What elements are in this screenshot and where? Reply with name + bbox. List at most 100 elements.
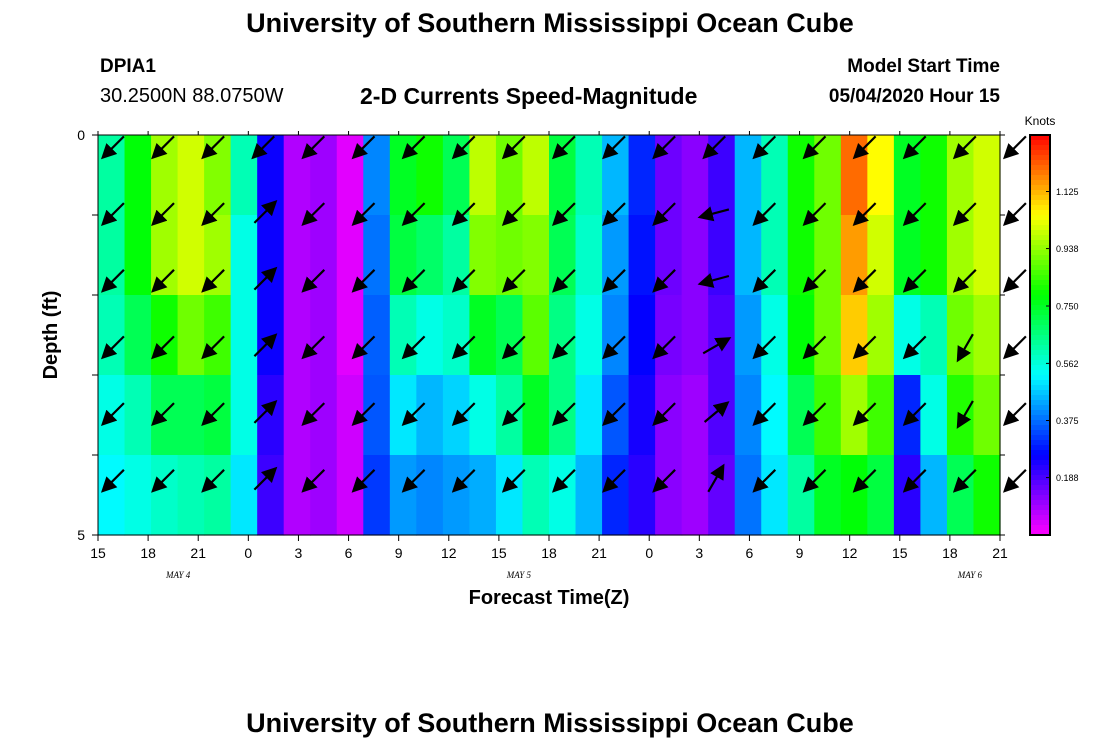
- current-vector-arrow: [451, 469, 476, 493]
- heatmap-cell: [522, 455, 550, 536]
- colorbar-tick-label: 0.750: [1056, 301, 1079, 311]
- heatmap-cell: [628, 215, 656, 296]
- heatmap-cell: [442, 455, 471, 536]
- heatmap-cell: [893, 215, 922, 296]
- heatmap-cell: [893, 295, 922, 376]
- current-vector-arrow: [301, 335, 326, 360]
- heatmap-cell: [867, 295, 895, 376]
- colorbar-segment: [1030, 315, 1050, 321]
- heatmap-cell: [575, 215, 603, 296]
- x-tick-label: 0: [244, 545, 252, 561]
- current-vector-arrow: [952, 202, 977, 227]
- x-tick-label: 21: [591, 545, 607, 561]
- heatmap-cell: [814, 375, 842, 456]
- colorbar-segment: [1030, 370, 1050, 376]
- heatmap-cell: [310, 215, 338, 296]
- heatmap-cell: [204, 135, 232, 216]
- x-tick-label: 15: [90, 545, 106, 561]
- x-tick-label: 15: [892, 545, 908, 561]
- current-vector-arrow: [902, 202, 927, 227]
- current-vector-arrow: [351, 202, 376, 227]
- current-vector-arrow: [401, 469, 426, 493]
- current-vector-arrow: [351, 135, 376, 160]
- colorbar-segment: [1030, 195, 1050, 201]
- heatmap-cell: [363, 375, 391, 456]
- colorbar-segment: [1030, 220, 1050, 226]
- heatmap-cell: [363, 215, 391, 296]
- colorbar-segment: [1030, 360, 1050, 366]
- colorbar-segment: [1030, 230, 1050, 236]
- colorbar-segment: [1030, 280, 1050, 286]
- current-vector-arrow: [301, 269, 326, 293]
- heatmap-cell: [469, 375, 497, 456]
- current-vector-arrow: [501, 135, 526, 160]
- heatmap-cell: [389, 215, 417, 296]
- colorbar-segment: [1030, 275, 1050, 281]
- colorbar-segment: [1030, 355, 1050, 361]
- colorbar-segment: [1030, 290, 1050, 296]
- current-vector-arrow: [551, 402, 576, 427]
- colorbar-segment: [1030, 490, 1050, 496]
- colorbar-segment: [1030, 310, 1050, 316]
- colorbar-segment: [1030, 530, 1050, 536]
- colorbar-segment: [1030, 415, 1050, 421]
- heatmap-cell: [708, 135, 736, 216]
- current-vector-arrow: [802, 469, 827, 493]
- colorbar-segment: [1030, 400, 1050, 406]
- current-vector-arrow: [551, 469, 576, 493]
- heatmap-cell: [230, 215, 258, 296]
- current-vector-arrow: [852, 135, 877, 160]
- current-vector-arrow: [551, 135, 576, 160]
- heatmap-cell: [177, 295, 205, 376]
- current-vector-arrow: [201, 269, 225, 293]
- colorbar-segment: [1030, 385, 1050, 391]
- heatmap-cell: [840, 295, 868, 376]
- current-vector-arrow: [451, 202, 476, 227]
- heatmap-cell: [151, 215, 179, 296]
- colorbar-segment: [1030, 265, 1050, 271]
- current-vector-arrow: [752, 202, 777, 227]
- current-vector-arrow: [852, 335, 877, 360]
- date-label: MAY 4: [165, 570, 191, 580]
- current-vector-arrow: [602, 135, 626, 160]
- heatmap-cell: [469, 295, 497, 376]
- heatmap-cell: [814, 135, 842, 216]
- current-vector-arrow: [301, 469, 326, 493]
- heatmap-cell: [230, 295, 258, 376]
- heatmap-cell: [602, 215, 630, 296]
- heatmap-cell: [734, 375, 762, 456]
- heatmap-cell: [655, 375, 683, 456]
- heatmap-cell: [257, 295, 285, 376]
- current-vector-arrow: [151, 335, 175, 360]
- heatmap-cell: [283, 375, 311, 456]
- heatmap-cell: [867, 135, 895, 216]
- colorbar-segment: [1030, 160, 1050, 166]
- heatmap-cell: [840, 455, 868, 536]
- heatmap-cell: [893, 455, 922, 536]
- heatmap-cell: [814, 295, 842, 376]
- current-vector-arrow: [100, 269, 125, 293]
- heatmap-cell: [416, 375, 444, 456]
- current-vector-arrow: [351, 335, 376, 360]
- current-vector-arrow: [253, 399, 278, 424]
- x-tick-label: 3: [295, 545, 303, 561]
- current-vector-arrow: [602, 269, 626, 293]
- heatmap-cell: [867, 375, 895, 456]
- colorbar-segment: [1030, 380, 1050, 386]
- heatmap-cell: [124, 375, 152, 456]
- heatmap-cell: [495, 455, 524, 536]
- heatmap-cell: [920, 215, 948, 296]
- heatmap-cell: [177, 135, 205, 216]
- current-vector-arrow: [501, 335, 526, 360]
- heatmap-cell: [708, 295, 736, 376]
- heatmap-cell: [734, 135, 762, 216]
- current-vector-arrow: [1002, 269, 1027, 293]
- heatmap-cell: [469, 215, 497, 296]
- heatmap-cell: [946, 215, 975, 296]
- heatmap-cell: [787, 455, 815, 536]
- current-vector-arrow: [802, 402, 827, 427]
- colorbar-segment: [1030, 500, 1050, 506]
- heatmap-cell: [655, 215, 683, 296]
- date-label: MAY 5: [506, 570, 532, 580]
- heatmap-cell: [575, 375, 603, 456]
